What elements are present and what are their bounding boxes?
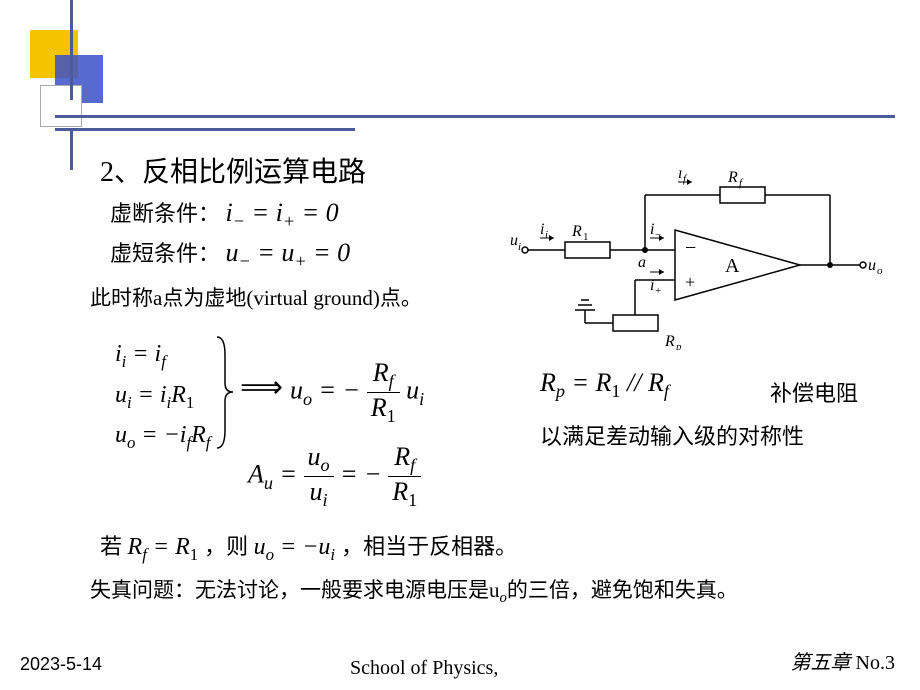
rp-label: 补偿电阻 [770,376,858,408]
virtual-short-cond: 虚短条件： u− = u+ = 0 [110,236,350,272]
svg-text:R: R [664,333,675,350]
deco-hline-long [55,115,895,118]
svg-text:i: i [650,277,654,294]
eq-gain: Au = uo ui = − Rf R1 [248,442,421,511]
footer-date: 2023-5-14 [20,654,102,675]
section-title: 2、反相比例运算电路 [100,150,366,190]
footer-chapter: 第五章 No.3 [791,646,895,675]
svg-text:+: + [655,285,661,297]
deco-vline-top [70,0,73,100]
eq-rp: Rp = R1 // Rf [540,368,669,402]
svg-text:+: + [685,272,695,292]
svg-text:−: − [655,229,661,241]
svg-text:p: p [675,341,682,350]
svg-text:1: 1 [583,231,589,243]
deco-vline-bot [70,130,73,170]
svg-text:u: u [510,232,518,249]
right-brace [215,335,235,450]
svg-text:i: i [518,241,521,253]
rp-note: 以满足差动输入级的对称性 [540,419,804,451]
cond2-label: 虚短条件： [110,241,220,266]
distortion-note: 失真问题：无法讨论，一般要求电源电压是uo的三倍，避免饱和失真。 [90,574,738,607]
footer-school: School of Physics, [350,657,498,680]
svg-text:R: R [571,223,582,240]
svg-text:i: i [678,170,682,182]
svg-text:u: u [868,257,876,274]
svg-text:R: R [727,170,738,186]
virtual-open-cond: 虚断条件： i− = i+ = 0 [110,196,339,232]
svg-text:i: i [545,229,548,241]
svg-text:i: i [650,221,654,238]
svg-text:i: i [540,221,544,238]
cond1-label: 虚断条件： [110,201,220,226]
opamp-circuit: u i i i R 1 i − a i f R f i + R p A − + … [510,170,890,350]
eq-group-left: ii = if ui = iiR1 uo = −ifRf [115,335,210,457]
svg-text:o: o [877,265,883,277]
svg-text:−: − [685,237,696,259]
eq-uo-result: uo = − Rf R1 ui [290,358,424,427]
svg-text:A: A [725,255,740,277]
deco-square-white [40,85,82,127]
implies-arrow: ⟹ [240,370,283,405]
deco-hline-short [55,128,355,131]
virtual-ground-note: 此时称a点为虚地(virtual ground)点。 [90,282,422,312]
svg-text:a: a [638,254,646,271]
inverter-note: 若 Rf = R1 ，则 uo = −ui ，相当于反相器。 [100,529,517,565]
